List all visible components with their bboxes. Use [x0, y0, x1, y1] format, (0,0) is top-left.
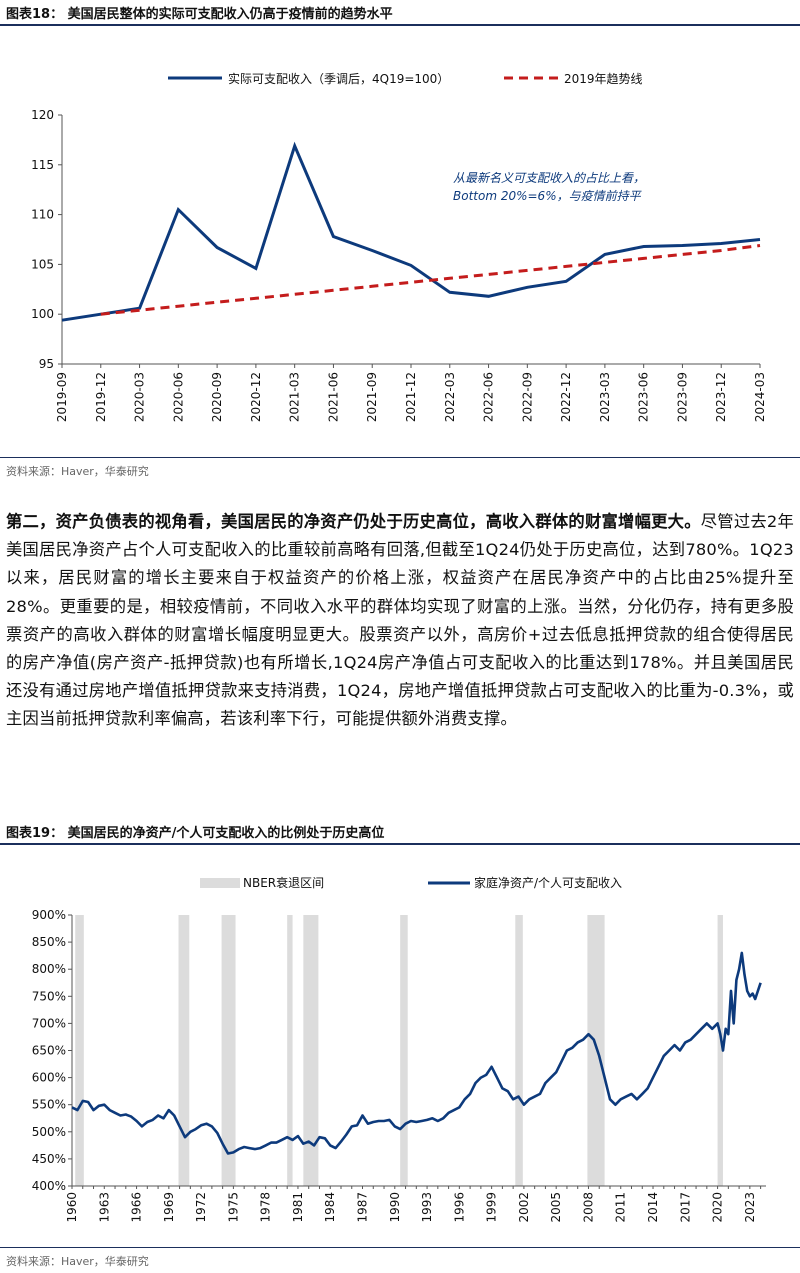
recession-band	[515, 915, 523, 1186]
x-tick-label: 1963	[97, 1192, 111, 1223]
x-tick-label: 1966	[130, 1192, 144, 1223]
x-tick-label: 2021-03	[288, 372, 302, 422]
legend-label-recession: NBER衰退区间	[243, 875, 324, 890]
recession-band	[717, 915, 723, 1186]
x-tick-label: 1978	[259, 1192, 273, 1223]
series-line-real-income	[61, 141, 761, 322]
figure18-top-rule	[0, 24, 800, 26]
x-tick-label: 1969	[162, 1192, 176, 1223]
x-tick-label: 2023-12	[714, 372, 728, 422]
x-tick-label: 2021-09	[365, 372, 379, 422]
x-tick-label: 2022-03	[443, 372, 457, 422]
x-tick-label: 1975	[226, 1192, 240, 1223]
figure19-source: 资料来源：Haver，华泰研究	[6, 1255, 149, 1268]
y-tick-label: 400%	[32, 1179, 66, 1193]
x-tick-label: 2019-09	[55, 372, 69, 422]
x-tick-label: 1996	[452, 1192, 466, 1223]
paragraph-body: 尽管过去2年美国居民净资产占个人可支配收入的比重较前高略有回落,但截至1Q24仍…	[6, 512, 794, 729]
x-tick-label: 2023-09	[675, 372, 689, 422]
y-tick-label: 95	[39, 357, 54, 371]
y-tick-label: 120	[31, 108, 54, 122]
x-tick-label: 1999	[485, 1192, 499, 1223]
recession-band	[221, 915, 236, 1186]
x-tick-label: 2020-06	[171, 372, 185, 422]
y-tick-label: 750%	[32, 989, 66, 1003]
figure18-label: 图表18：	[6, 7, 64, 22]
recession-band	[303, 915, 319, 1186]
x-tick-label: 2021-12	[404, 372, 418, 422]
y-tick-label: 900%	[32, 908, 66, 922]
x-tick-label: 2019-12	[94, 372, 108, 422]
x-tick-label: 2022-06	[482, 372, 496, 422]
y-tick-label: 110	[31, 208, 54, 222]
legend-label-real-income: 实际可支配收入（季调后，4Q19=100）	[228, 71, 449, 86]
x-tick-label: 2023-06	[637, 372, 651, 422]
legend-label-net-worth: 家庭净资产/个人可支配收入	[474, 875, 622, 890]
legend-label-trend: 2019年趋势线	[564, 72, 643, 86]
x-tick-label: 2020-09	[210, 372, 224, 422]
x-tick-label: 2020-12	[249, 372, 263, 422]
figure19-chart: NBER衰退区间 家庭净资产/个人可支配收入 400% 450% 500% 550% 6…	[32, 875, 766, 1223]
figure19-label: 图表19：	[6, 826, 64, 841]
y-tick-label: 450%	[32, 1152, 66, 1166]
x-tick-label: 1960	[65, 1192, 79, 1223]
y-tick-label: 115	[31, 158, 54, 172]
x-tick-label: 2005	[549, 1192, 563, 1223]
y-tick-label: 500%	[32, 1125, 66, 1139]
x-tick-label: 2020	[711, 1192, 725, 1223]
figure18-source: 资料来源：Haver，华泰研究	[6, 465, 149, 478]
series-line-net-worth-ratio	[71, 951, 762, 1155]
figure18-annotation-line1: 从最新名义可支配收入的占比上看，	[453, 171, 645, 185]
figure18-bottom-rule	[0, 457, 800, 458]
figure18-annotation-line2: Bottom 20%=6%，与疫情前持平	[453, 189, 643, 203]
figure18-title: 美国居民整体的实际可支配收入仍高于疫情前的趋势水平	[67, 7, 393, 22]
y-tick-label: 800%	[32, 962, 66, 976]
figure19-bottom-rule	[0, 1247, 800, 1248]
legend-swatch-recession	[200, 878, 240, 888]
x-tick-label: 2020-03	[133, 372, 147, 422]
x-tick-label: 2014	[646, 1192, 660, 1223]
figure19-title: 美国居民的净资产/个人可支配收入的比例处于历史高位	[67, 826, 385, 841]
x-tick-label: 2022-09	[520, 372, 534, 422]
x-tick-label: 1993	[420, 1192, 434, 1223]
figure19-legend: NBER衰退区间 家庭净资产/个人可支配收入	[200, 875, 622, 890]
figure19-top-rule	[0, 843, 800, 845]
figure19-title-row: 图表19： 美国居民的净资产/个人可支配收入的比例处于历史高位	[6, 822, 384, 841]
x-tick-label: 2002	[517, 1192, 531, 1223]
y-tick-label: 650%	[32, 1044, 66, 1058]
x-tick-label: 2024-03	[753, 372, 767, 422]
x-tick-label: 1990	[388, 1192, 402, 1223]
figure18-chart: 实际可支配收入（季调后，4Q19=100） 2019年趋势线 95 100 105 1…	[31, 71, 767, 422]
x-tick-label: 1987	[356, 1192, 370, 1223]
x-tick-label: 2011	[614, 1192, 628, 1223]
y-tick-label: 105	[31, 257, 54, 271]
figure18-title-row: 图表18： 美国居民整体的实际可支配收入仍高于疫情前的趋势水平	[6, 3, 393, 22]
x-tick-label: 2021-06	[326, 372, 340, 422]
series-line-trend	[100, 244, 761, 316]
recession-band	[400, 915, 408, 1186]
body-paragraph: 第二，资产负债表的视角看，美国居民的净资产仍处于历史高位，高收入群体的财富增幅更…	[6, 508, 794, 734]
x-tick-label: 1984	[323, 1192, 337, 1223]
x-tick-label: 1981	[291, 1192, 305, 1223]
recession-band	[587, 915, 605, 1186]
x-tick-label: 2017	[678, 1192, 692, 1223]
x-tick-label: 2022-12	[559, 372, 573, 422]
y-tick-label: 850%	[32, 935, 66, 949]
recession-band	[287, 915, 293, 1186]
y-tick-label: 700%	[32, 1016, 66, 1030]
figure18-legend: 实际可支配收入（季调后，4Q19=100） 2019年趋势线	[168, 71, 643, 86]
paragraph-lead: 第二，资产负债表的视角看，美国居民的净资产仍处于历史高位，高收入群体的财富增幅更…	[6, 512, 701, 531]
y-tick-label: 100	[31, 307, 54, 321]
recession-band	[178, 915, 190, 1186]
y-tick-label: 600%	[32, 1071, 66, 1085]
y-tick-label: 550%	[32, 1098, 66, 1112]
recession-band	[75, 915, 84, 1186]
x-tick-label: 2023-03	[598, 372, 612, 422]
x-tick-label: 2008	[581, 1192, 595, 1223]
x-tick-label: 1972	[194, 1192, 208, 1223]
x-tick-label: 2023	[743, 1192, 757, 1223]
